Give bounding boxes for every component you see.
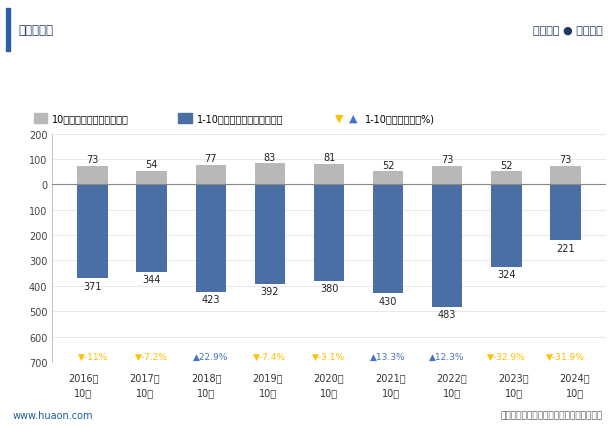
Text: 10月: 10月 [320,387,338,397]
Bar [6,9,10,52]
Text: 2023年: 2023年 [498,373,529,383]
Text: ▼-11%: ▼-11% [77,352,108,361]
Text: 380: 380 [320,284,338,294]
Text: 483: 483 [438,310,456,320]
Bar [196,185,226,292]
Bar [432,166,462,185]
Bar [255,164,285,185]
Text: 81: 81 [323,153,335,163]
Text: www.huaon.com: www.huaon.com [12,410,93,420]
Text: 10月: 10月 [566,387,584,397]
Text: 344: 344 [143,274,161,285]
Text: ▲: ▲ [349,114,357,124]
Text: 10月: 10月 [74,387,92,397]
Bar [550,185,581,241]
Text: 324: 324 [497,269,515,279]
Text: 2020年: 2020年 [314,373,344,383]
Bar [34,114,47,124]
Bar [77,166,108,185]
Text: 2018年: 2018年 [191,373,221,383]
Text: 10月: 10月 [197,387,215,397]
Text: ▼-7.2%: ▼-7.2% [135,352,169,361]
Bar [373,172,403,185]
Text: 2021年: 2021年 [375,373,406,383]
Text: 52: 52 [500,161,512,170]
Text: 10月: 10月 [258,387,277,397]
Text: 2024年: 2024年 [560,373,590,383]
Text: 52: 52 [382,161,394,170]
Text: 73: 73 [441,155,453,165]
Text: 1-10月进出口总额（亿美元）: 1-10月进出口总额（亿美元） [197,114,284,124]
Text: 371: 371 [84,281,102,291]
Text: 2019年: 2019年 [252,373,283,383]
Text: 2017年: 2017年 [129,373,160,383]
Text: 10月: 10月 [135,387,154,397]
Bar [196,165,226,185]
Text: 华经情报网: 华经情报网 [18,24,54,37]
Text: 10月: 10月 [443,387,461,397]
Text: ▼-7.4%: ▼-7.4% [253,352,287,361]
Bar [491,172,522,185]
Text: 430: 430 [379,296,397,306]
Bar [491,185,522,267]
Text: 221: 221 [556,243,574,253]
Bar [137,171,167,185]
Text: 73: 73 [559,155,571,165]
Text: ▲22.9%: ▲22.9% [193,352,229,361]
Bar [550,166,581,185]
Text: 54: 54 [146,160,158,170]
Bar [77,185,108,279]
Bar [178,114,192,124]
Text: ▼: ▼ [335,114,344,124]
Text: 1-10月同比增速（%): 1-10月同比增速（%) [365,114,435,124]
Text: 10月: 10月 [381,387,400,397]
Text: 2016年: 2016年 [68,373,98,383]
Bar [137,185,167,272]
Text: 77: 77 [205,154,217,164]
Text: 2022年: 2022年 [437,373,467,383]
Bar [314,164,344,185]
Bar [255,185,285,284]
Text: 10月: 10月 [504,387,523,397]
Text: ▲12.3%: ▲12.3% [429,352,465,361]
Text: 专业严谨 ● 客观科学: 专业严谨 ● 客观科学 [533,26,603,35]
Bar [314,185,344,281]
Text: 423: 423 [202,294,220,305]
Bar [373,185,403,294]
Bar [432,185,462,307]
Text: ▲13.3%: ▲13.3% [370,352,406,361]
Text: 73: 73 [87,155,99,165]
Text: 10月进出口总额（亿美元）: 10月进出口总额（亿美元） [52,114,129,124]
Text: ▼-32.9%: ▼-32.9% [487,352,526,361]
Text: ▼-31.9%: ▼-31.9% [546,352,585,361]
Text: 2016-2024年10月河南省外商投资企业进出口总额: 2016-2024年10月河南省外商投资企业进出口总额 [166,73,449,91]
Text: 数据来源：中国海关，华经产业研究院整理: 数据来源：中国海关，华经产业研究院整理 [501,410,603,420]
Text: 392: 392 [261,287,279,296]
Text: ▼-3.1%: ▼-3.1% [312,352,346,361]
Text: 83: 83 [264,153,276,163]
